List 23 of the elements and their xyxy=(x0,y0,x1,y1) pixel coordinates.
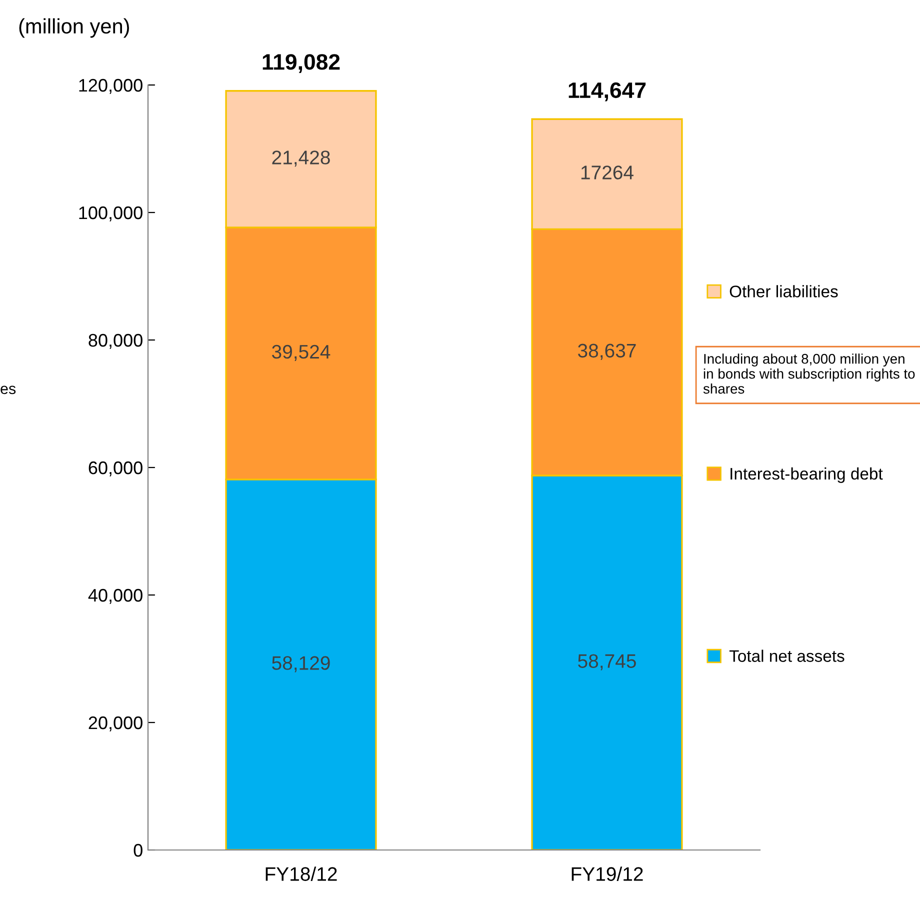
data-label: 58,129 xyxy=(272,656,330,672)
data-label: 21,428 xyxy=(272,150,330,167)
y-tick-label: 0 xyxy=(134,844,142,857)
x-tick-label: FY18/12 xyxy=(266,866,337,881)
annotation: Including about 8,000 million yen in bonds with subscription rights to shares xyxy=(703,354,915,394)
total-label: 114,647 xyxy=(568,82,646,102)
text: es xyxy=(0,386,16,394)
data-label: 38,637 xyxy=(578,344,636,360)
y-tick-label: 100,000 xyxy=(79,206,142,222)
x-tick-label: FY19/12 xyxy=(572,866,643,881)
total-label: 119,082 xyxy=(262,54,340,74)
legend-label: Interest-bearing debt xyxy=(730,467,883,483)
legend-label: Other liabilities xyxy=(730,285,838,298)
y-axis-title: (million yen) xyxy=(19,18,129,38)
y-tick-label: 20,000 xyxy=(88,716,142,732)
data-label: 39,524 xyxy=(272,344,330,361)
y-tick-label: 40,000 xyxy=(88,588,142,604)
y-tick-label: 80,000 xyxy=(88,334,142,349)
data-label: 58,745 xyxy=(578,654,636,670)
legend-label: Total net assets xyxy=(729,650,844,662)
data-label: 17264 xyxy=(581,166,634,180)
y-tick-label: 60,000 xyxy=(88,461,142,476)
y-tick-label: 120,000 xyxy=(79,78,142,94)
